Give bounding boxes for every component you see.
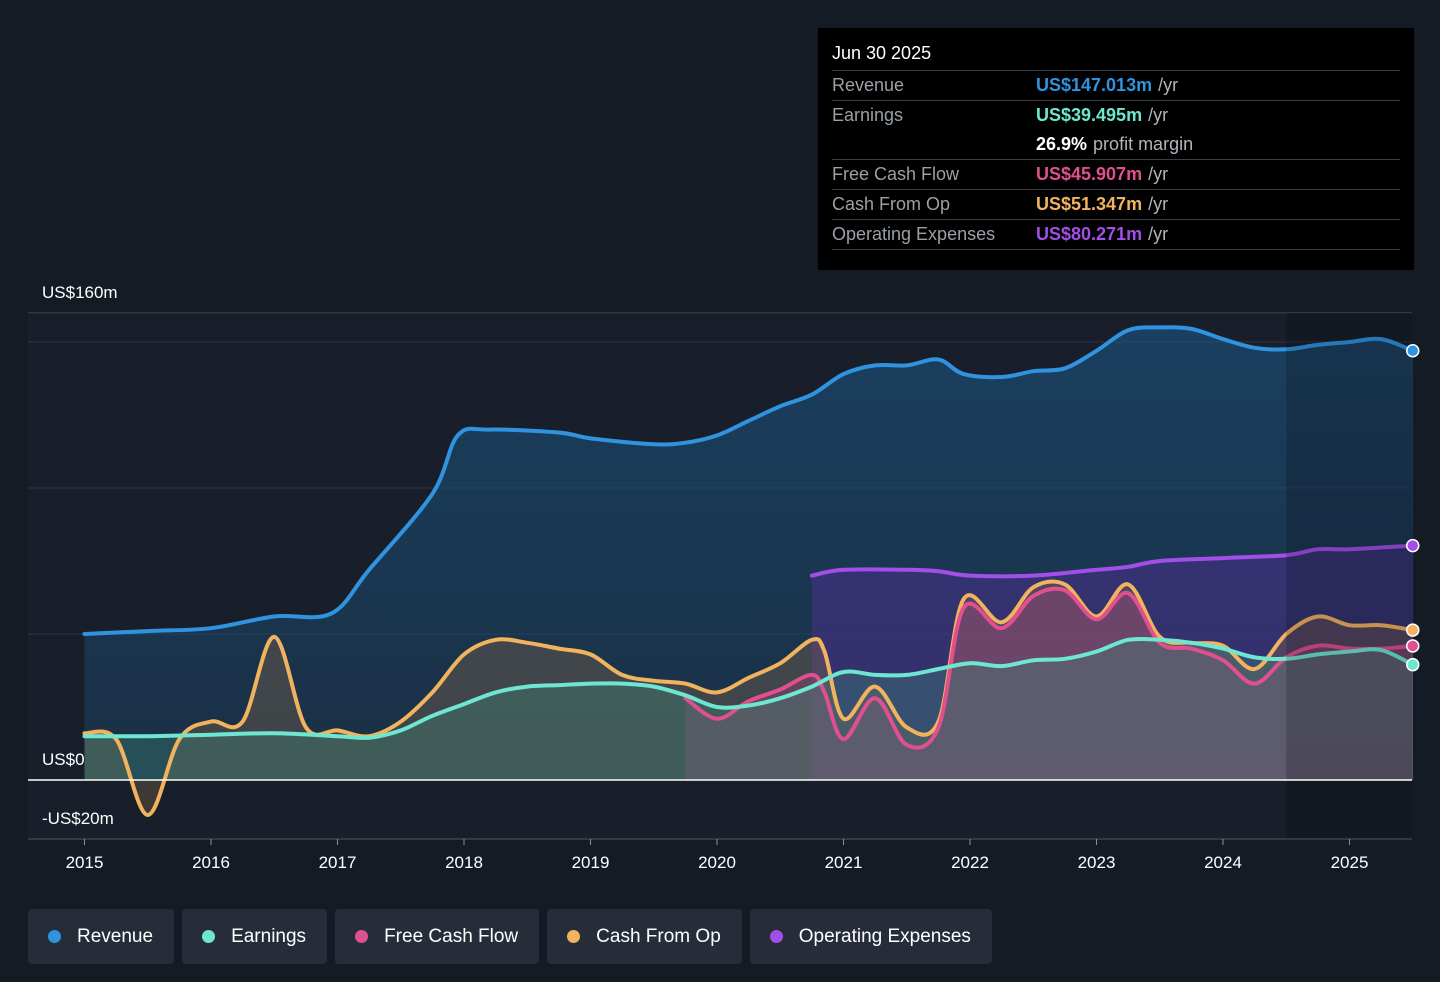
legend: Revenue Earnings Free Cash Flow Cash From O…: [28, 909, 1000, 964]
tooltip-row-value: US$45.907m: [1036, 164, 1143, 184]
tooltip-row-value: US$39.495m: [1036, 105, 1143, 125]
tooltip-panel: Jun 30 2025 Revenue US$147.013m/yr Earning…: [818, 28, 1414, 270]
legend-dot-icon: [769, 930, 783, 943]
x-tick-label: 2025: [1331, 853, 1369, 872]
x-tick-label: 2021: [825, 853, 863, 872]
tooltip-row-unit: /yr: [1148, 105, 1169, 125]
tooltip-row-label: Free Cash Flow: [832, 164, 960, 184]
revenue-line: [82, 325, 1415, 636]
legend-dot-icon: [48, 930, 61, 943]
legend-label: Revenue: [77, 925, 154, 947]
tooltip-row-unit: profit margin: [1093, 134, 1194, 154]
tooltip-row-unit: /yr: [1148, 224, 1169, 244]
tooltip-row-label: Operating Expenses: [832, 224, 996, 244]
legend-item-earnings[interactable]: Earnings: [182, 909, 328, 964]
tooltip-row: Cash From Op US$51.347m/yr: [832, 189, 1400, 219]
y-axis-zero-label: US$0: [42, 750, 85, 769]
legend-dot-icon: [567, 930, 581, 943]
legend-item-free-cash-flow[interactable]: Free Cash Flow: [335, 909, 540, 964]
free-cash-flow-end-dot: [1406, 639, 1420, 653]
legend-item-cash-from-op[interactable]: Cash From Op: [547, 909, 742, 964]
tooltip-row-value: US$51.347m: [1036, 194, 1143, 214]
legend-item-operating-expenses[interactable]: Operating Expenses: [749, 909, 992, 964]
legend-dot-icon: [202, 930, 216, 943]
legend-label: Cash From Op: [596, 925, 721, 947]
legend-item-revenue[interactable]: Revenue: [28, 909, 175, 964]
revenue-end-dot: [1406, 343, 1420, 358]
tooltip-row: Operating Expenses US$80.271m/yr: [832, 219, 1400, 250]
tooltip-row: 26.9% profit margin: [832, 130, 1400, 159]
tooltip-row-label: Earnings: [832, 105, 904, 125]
cash-from-op-area: [84, 581, 1413, 815]
tooltip-row-value: 26.9%: [1036, 134, 1088, 154]
cash-from-op-end-dot: [1406, 623, 1420, 637]
operating-expenses-end-dot: [1406, 538, 1420, 553]
legend-label: Free Cash Flow: [384, 925, 519, 947]
y-axis-bottom-label: -US$20m: [42, 809, 114, 828]
forecast-shade: [1286, 313, 1412, 839]
tooltip-row-label: Revenue: [832, 75, 905, 95]
tooltip-row-unit: /yr: [1148, 164, 1169, 184]
x-tick-label: 2018: [445, 853, 483, 872]
tooltip-row: Revenue US$147.013m/yr: [832, 70, 1400, 100]
tooltip-date: Jun 30 2025: [832, 43, 932, 63]
tooltip-row-unit: /yr: [1148, 194, 1169, 214]
x-tick-label: 2015: [66, 853, 104, 872]
tooltip-row-value: US$147.013m: [1036, 75, 1153, 95]
x-tick-label: 2024: [1204, 853, 1242, 872]
x-tick-label: 2016: [192, 853, 230, 872]
tooltip-row-label: Cash From Op: [832, 194, 951, 214]
x-tick-label: 2022: [951, 853, 989, 872]
tooltip-row: Free Cash Flow US$45.907m/yr: [832, 159, 1400, 189]
x-tick-label: 2019: [572, 853, 610, 872]
legend-label: Earnings: [231, 925, 307, 947]
legend-label: Operating Expenses: [798, 925, 971, 947]
legend-dot-icon: [355, 930, 369, 943]
earnings-area: [84, 638, 1413, 780]
y-axis-top-label: US$160m: [42, 283, 118, 302]
x-tick-label: 2017: [319, 853, 357, 872]
operating-expenses-line: [809, 543, 1415, 579]
x-tick-label: 2023: [1078, 853, 1116, 872]
tooltip-row-value: US$80.271m: [1036, 224, 1143, 244]
earnings-end-dot: [1406, 657, 1420, 672]
tooltip-row: Earnings US$39.495m/yr: [832, 100, 1400, 130]
x-tick-label: 2020: [698, 853, 736, 872]
earnings-line: [82, 636, 1415, 740]
free-cash-flow-area: [685, 588, 1413, 780]
tooltip-row-unit: /yr: [1158, 75, 1179, 95]
